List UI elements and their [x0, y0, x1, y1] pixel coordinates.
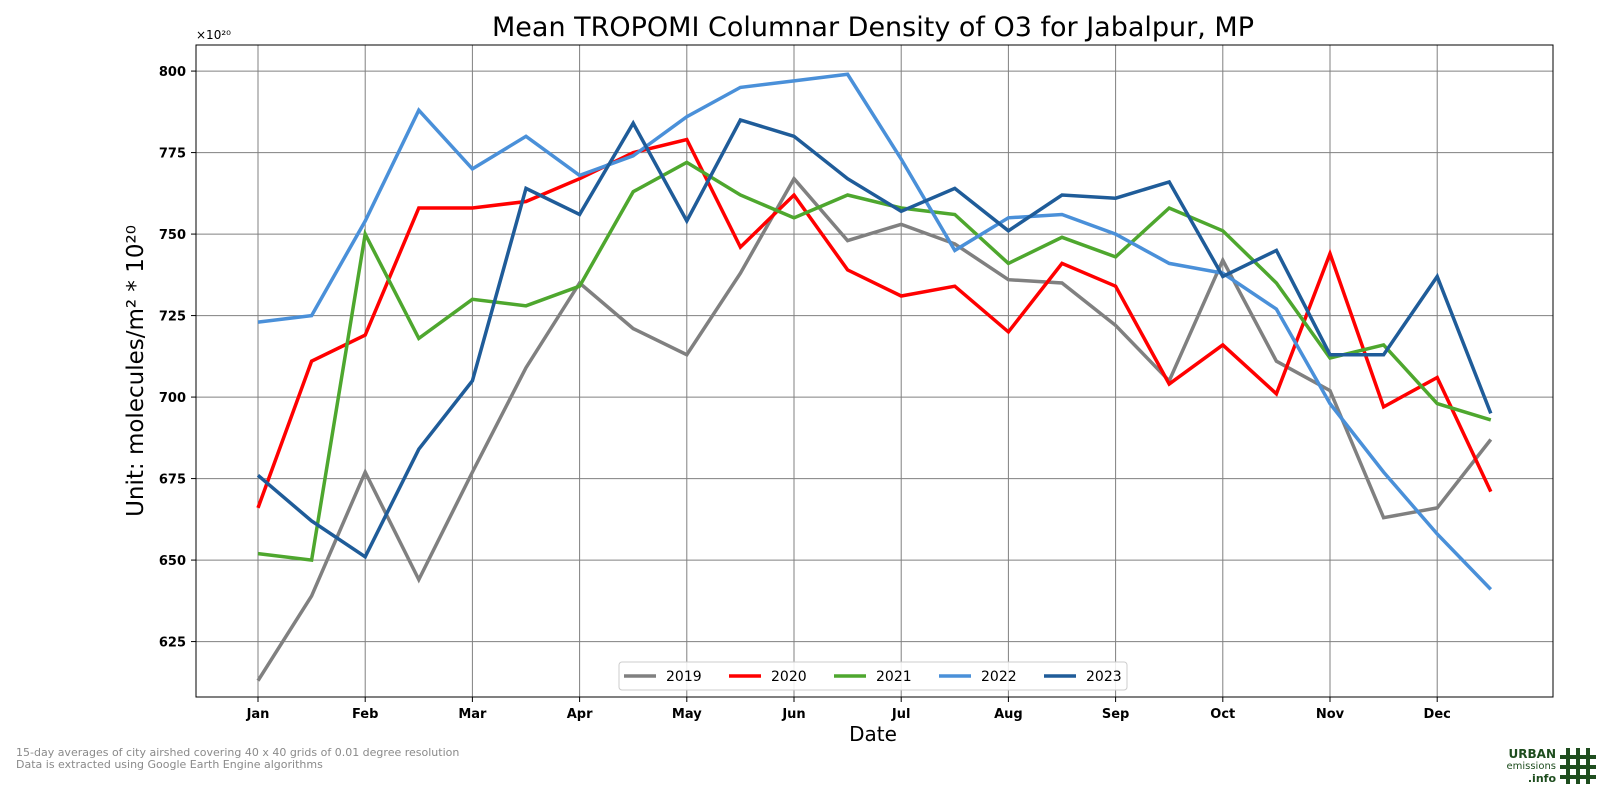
y-tick-label: 625 — [159, 636, 186, 651]
series-line-2021 — [257, 160, 1492, 563]
y-tick-label: 650 — [159, 554, 186, 569]
x-tick-label: Jan — [246, 707, 270, 722]
series-line-2023 — [256, 117, 1493, 560]
y-offset-label: ×10²⁰ — [196, 28, 231, 42]
urban-emissions-logo: URBAN emissions .info — [1498, 748, 1598, 800]
x-tick-label: Dec — [1424, 707, 1451, 722]
x-axis-label: Date — [849, 722, 897, 746]
legend-label-2021: 2021 — [876, 669, 912, 685]
legend-label-2020: 2020 — [771, 669, 807, 685]
legend-label-2022: 2022 — [981, 669, 1017, 685]
series-line-2019 — [256, 175, 1493, 682]
y-tick-label: 675 — [159, 473, 186, 488]
legend-label-2023: 2023 — [1086, 669, 1122, 685]
x-tick-label: Sep — [1102, 707, 1130, 722]
y-tick-label: 725 — [159, 310, 186, 325]
series-line-2020 — [256, 137, 1493, 509]
legend-label-2019: 2019 — [666, 669, 702, 685]
x-tick-label: Feb — [352, 707, 378, 722]
logo-line-2: emissions — [1506, 761, 1556, 772]
legend: 2019 2020 2021 2022 2023 — [618, 661, 1128, 691]
footnote-line-2: Data is extracted using Google Earth Eng… — [16, 758, 323, 771]
x-tick-label: Nov — [1316, 707, 1345, 722]
legend-box — [618, 661, 1128, 691]
plot-frame — [195, 44, 1554, 698]
logo-line-3: .info — [1527, 772, 1556, 785]
chart-title: Mean TROPOMI Columnar Density of O3 for … — [492, 12, 1254, 43]
grid-logo-icon — [1560, 748, 1596, 784]
x-tick-label: Apr — [567, 707, 593, 722]
x-tick-label: Oct — [1210, 707, 1235, 722]
y-tick-label: 800 — [159, 65, 186, 80]
y-tick-label: 775 — [159, 147, 186, 162]
x-tick-label: Mar — [458, 707, 487, 722]
logo-line-1: URBAN — [1508, 747, 1556, 761]
y-axis-label: Unit: molecules/m² * 10²⁰ — [123, 225, 149, 517]
x-tick-label: May — [672, 707, 702, 722]
x-tick-label: Aug — [994, 707, 1023, 722]
y-tick-label: 700 — [159, 391, 186, 406]
x-tick-label: Jul — [891, 707, 911, 722]
series-line-2022 — [257, 72, 1493, 591]
y-tick-label: 750 — [159, 228, 186, 243]
x-tick-label: Jun — [781, 707, 805, 722]
footnote-line-1: 15-day averages of city airshed covering… — [16, 746, 460, 759]
